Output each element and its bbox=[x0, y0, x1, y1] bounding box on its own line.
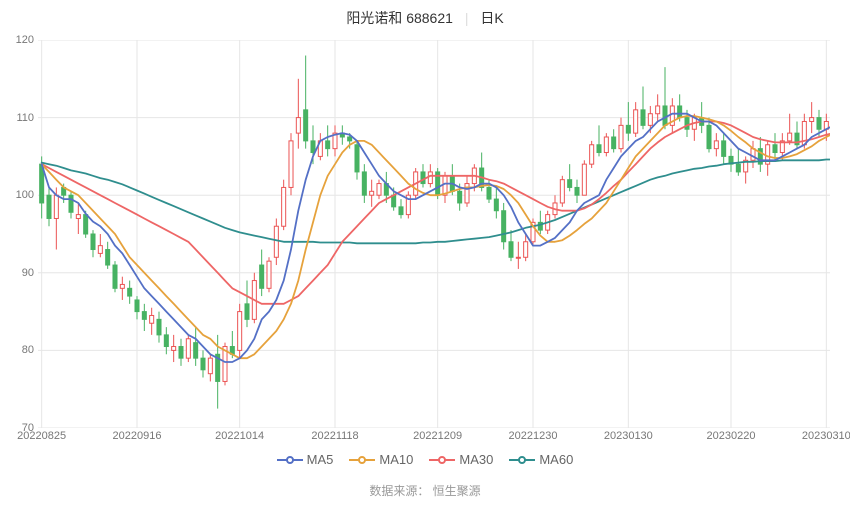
y-axis-label: 120 bbox=[4, 34, 34, 46]
x-axis-label: 20230220 bbox=[707, 430, 756, 442]
legend-swatch-icon bbox=[429, 454, 455, 466]
title-divider: | bbox=[465, 10, 469, 26]
x-axis-label: 20230310 bbox=[802, 430, 850, 442]
legend-swatch-icon bbox=[277, 454, 303, 466]
x-axis-label: 20221209 bbox=[413, 430, 462, 442]
y-axis-label: 90 bbox=[4, 267, 34, 279]
legend-label: MA60 bbox=[539, 452, 573, 467]
footer-label: 数据来源： bbox=[369, 484, 429, 498]
x-axis-label: 20220916 bbox=[113, 430, 162, 442]
legend-item-ma10[interactable]: MA10 bbox=[349, 452, 413, 467]
legend-label: MA30 bbox=[459, 452, 493, 467]
legend-item-ma30[interactable]: MA30 bbox=[429, 452, 493, 467]
candlestick-chart bbox=[38, 40, 830, 428]
legend-swatch-icon bbox=[349, 454, 375, 466]
footer-source: 恒生聚源 bbox=[433, 484, 481, 498]
y-axis-label: 100 bbox=[4, 189, 34, 201]
chart-period: 日K bbox=[480, 10, 503, 26]
y-axis-label: 80 bbox=[4, 344, 34, 356]
x-axis-label: 20221118 bbox=[311, 430, 358, 442]
x-axis-label: 20230130 bbox=[604, 430, 653, 442]
chart-title: 阳光诺和 688621 | 日K bbox=[0, 0, 850, 28]
stock-code: 688621 bbox=[406, 10, 453, 26]
stock-name: 阳光诺和 bbox=[346, 10, 402, 26]
legend-item-ma60[interactable]: MA60 bbox=[509, 452, 573, 467]
y-axis-label: 110 bbox=[4, 112, 34, 124]
legend-label: MA5 bbox=[307, 452, 334, 467]
legend-swatch-icon bbox=[509, 454, 535, 466]
x-axis-label: 20220825 bbox=[17, 430, 66, 442]
chart-legend: MA5 MA10 MA30 MA60 bbox=[0, 452, 850, 469]
legend-item-ma5[interactable]: MA5 bbox=[277, 452, 334, 467]
x-axis-label: 20221230 bbox=[509, 430, 558, 442]
legend-label: MA10 bbox=[379, 452, 413, 467]
chart-footer: 数据来源： 恒生聚源 bbox=[0, 482, 850, 499]
x-axis-label: 20221014 bbox=[215, 430, 264, 442]
